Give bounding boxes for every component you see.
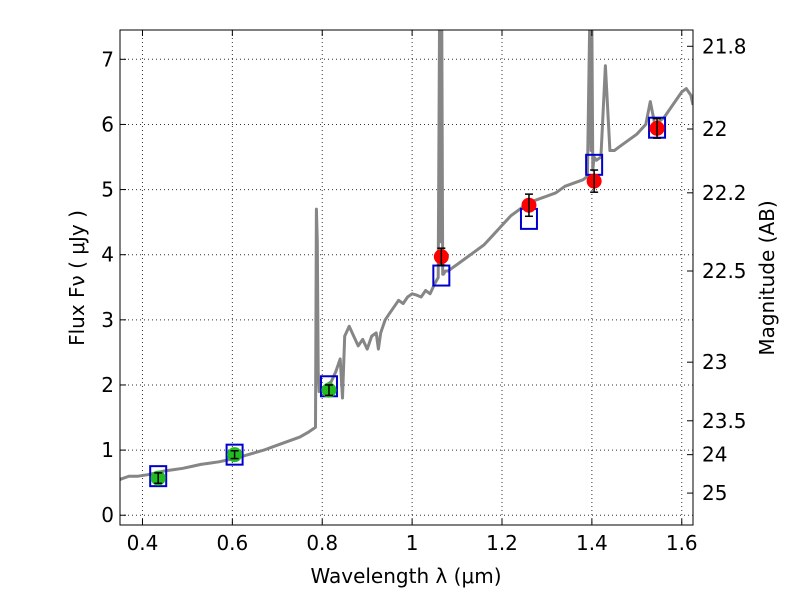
y-tick-label: 1	[101, 438, 114, 462]
spectrum-line	[120, 30, 693, 481]
model-square-marker	[225, 443, 244, 466]
right-tick-label: 22.2	[702, 181, 747, 205]
x-tick-label: 1.2	[486, 531, 518, 555]
right-tick-label: 22.5	[702, 259, 747, 283]
x-tick-label: 1.4	[576, 531, 608, 555]
y-tick-label: 4	[101, 243, 114, 267]
y-tick-label: 7	[101, 47, 114, 71]
right-axis-label: Magnitude (AB)	[755, 200, 779, 355]
x-axis-label: Wavelength λ (μm)	[310, 564, 501, 588]
plot-content	[120, 30, 693, 488]
model-square-marker	[149, 465, 168, 488]
right-tick-label: 21.8	[702, 34, 747, 58]
axes: 0.4 0.6 0.8 1 1.2 1.4 1.60123456721.82222.222.…	[101, 30, 747, 555]
right-tick-label: 22	[702, 117, 727, 141]
y-axis-label: Flux Fν ( μJy )	[65, 210, 89, 346]
x-tick-label: 0.6	[216, 531, 248, 555]
y-tick-label: 5	[101, 178, 114, 202]
x-tick-label: 0.4	[127, 531, 159, 555]
y-tick-label: 0	[101, 503, 114, 527]
right-tick-label: 23	[702, 350, 727, 374]
grid	[120, 30, 693, 525]
y-tick-label: 6	[101, 112, 114, 136]
x-tick-label: 1.6	[666, 531, 698, 555]
plot-area	[120, 30, 693, 488]
y-tick-label: 2	[101, 373, 114, 397]
right-tick-label: 24	[702, 443, 727, 467]
x-tick-label: 0.8	[306, 531, 338, 555]
right-tick-label: 25	[702, 481, 727, 505]
x-tick-label: 1	[406, 531, 419, 555]
plot-frame	[119, 29, 694, 526]
right-tick-label: 23.5	[702, 409, 747, 433]
y-tick-label: 3	[101, 308, 114, 332]
